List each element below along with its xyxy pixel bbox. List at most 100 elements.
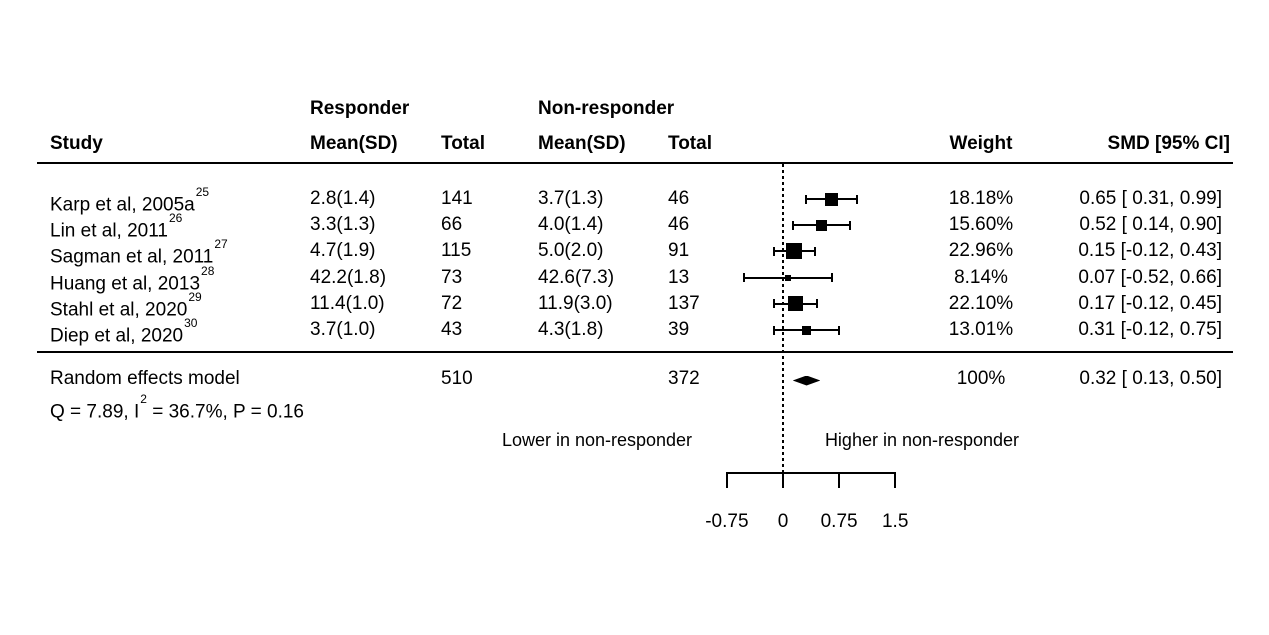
column-header-study: Study — [50, 133, 103, 154]
nonresponder-mean-sd: 42.6(7.3) — [538, 266, 615, 288]
responder-mean-sd: 3.3(1.3) — [310, 214, 376, 236]
x-axis-tick-label: -0.75 — [705, 511, 749, 532]
responder-total: 43 — [441, 319, 463, 340]
x-axis-line — [726, 472, 896, 474]
nonresponder-total: 137 — [668, 292, 700, 314]
nonresponder-total: 46 — [668, 188, 690, 209]
column-header-total-nonresponder: Total — [668, 133, 712, 154]
nonresponder-total: 39 — [668, 319, 690, 340]
study-weight: 8.14% — [954, 266, 1008, 288]
summary-smd-ci: 0.32 [ 0.13, 0.50] — [1079, 368, 1222, 389]
summary-nonresponder-total: 372 — [668, 368, 700, 389]
summary-label: Random effects model — [50, 368, 240, 389]
zero-reference-line — [782, 164, 784, 473]
point-estimate-square — [825, 192, 839, 206]
study-weight: 13.01% — [948, 319, 1014, 340]
responder-mean-sd: 11.4(1.0) — [310, 292, 385, 314]
responder-total: 66 — [441, 214, 463, 236]
responder-total: 72 — [441, 292, 463, 314]
heterogeneity-prefix: Q = 7.89, I — [50, 401, 140, 423]
study-reference-superscript: 25 — [195, 185, 210, 199]
study-name: Stahl et al, 202029 — [50, 289, 202, 321]
study-smd-ci: 0.15 [-0.12, 0.43] — [1078, 240, 1222, 262]
ci-cap-left — [773, 299, 776, 309]
study-reference-superscript: 26 — [168, 211, 183, 226]
responder-total: 115 — [441, 240, 472, 262]
ci-cap-left — [792, 220, 795, 230]
column-header-mean-sd-responder: Mean(SD) — [310, 133, 398, 154]
column-header-weight: Weight — [949, 133, 1013, 154]
x-axis-tick — [782, 472, 784, 488]
study-reference-superscript: 29 — [188, 289, 202, 304]
x-axis-tick — [725, 472, 728, 488]
study-name: Huang et al, 201328 — [50, 263, 215, 294]
summary-rule — [37, 351, 1233, 353]
study-weight: 22.96% — [948, 240, 1014, 262]
study-reference-superscript: 30 — [184, 316, 198, 330]
ci-cap-right — [856, 194, 859, 204]
ci-cap-left — [805, 194, 808, 204]
study-smd-ci: 0.31 [-0.12, 0.75] — [1078, 319, 1222, 340]
header-rule — [37, 162, 1233, 164]
study-smd-ci: 0.07 [-0.52, 0.66] — [1078, 266, 1222, 288]
study-weight: 18.18% — [948, 188, 1014, 209]
responder-mean-sd: 2.8(1.4) — [310, 188, 376, 209]
column-header-smd-ci: SMD [95% CI] — [1107, 133, 1230, 154]
study-name: Sagman et al, 201127 — [50, 237, 228, 268]
responder-total: 141 — [441, 188, 473, 209]
ci-cap-right — [849, 220, 852, 230]
ci-cap-right — [831, 273, 834, 283]
point-estimate-square — [801, 325, 811, 335]
nonresponder-mean-sd: 4.0(1.4) — [538, 214, 604, 236]
nonresponder-mean-sd: 11.9(3.0) — [538, 292, 613, 314]
x-axis-tick — [894, 472, 897, 488]
point-estimate-square — [785, 274, 792, 281]
study-name: Karp et al, 2005a25 — [50, 185, 210, 216]
nonresponder-total: 91 — [668, 240, 690, 262]
direction-label-lower: Lower in non-responder — [501, 430, 693, 450]
heterogeneity-superscript: 2 — [140, 392, 147, 406]
nonresponder-mean-sd: 5.0(2.0) — [538, 240, 604, 262]
study-reference-superscript: 28 — [201, 263, 215, 278]
study-smd-ci: 0.17 [-0.12, 0.45] — [1078, 292, 1222, 314]
summary-responder-total: 510 — [441, 368, 473, 389]
group-header-nonresponder: Non-responder — [538, 98, 675, 119]
responder-mean-sd: 42.2(1.8) — [310, 266, 387, 288]
study-weight: 22.10% — [948, 292, 1014, 314]
ci-cap-right — [814, 246, 817, 256]
study-smd-ci: 0.65 [ 0.31, 0.99] — [1079, 188, 1222, 209]
direction-label-higher: Higher in non-responder — [824, 430, 1020, 450]
heterogeneity-stats: Q = 7.89, I2 = 36.7%, P = 0.16 — [50, 392, 304, 423]
x-axis-tick-label: 1.5 — [881, 511, 909, 532]
x-axis-tick — [838, 472, 841, 488]
study-reference-superscript: 27 — [214, 237, 228, 252]
responder-total: 73 — [441, 266, 463, 288]
nonresponder-total: 46 — [668, 214, 690, 236]
heterogeneity-suffix: = 36.7%, P = 0.16 — [146, 401, 304, 423]
column-header-total-responder: Total — [441, 133, 485, 154]
group-header-responder: Responder — [310, 98, 410, 119]
summary-weight: 100% — [956, 368, 1006, 389]
ci-cap-left — [773, 325, 776, 335]
column-header-mean-sd-nonresponder: Mean(SD) — [538, 133, 626, 154]
point-estimate-square — [786, 243, 803, 260]
nonresponder-mean-sd: 3.7(1.3) — [538, 188, 604, 209]
nonresponder-mean-sd: 4.3(1.8) — [538, 319, 604, 340]
point-estimate-square — [816, 219, 828, 231]
responder-mean-sd: 4.7(1.9) — [310, 240, 376, 262]
summary-diamond — [792, 375, 821, 386]
ci-cap-right — [815, 299, 818, 309]
ci-cap-left — [773, 246, 776, 256]
ci-cap-right — [838, 325, 841, 335]
ci-cap-left — [743, 273, 746, 283]
study-name: Lin et al, 201126 — [50, 211, 183, 242]
study-name: Diep et al, 202030 — [50, 316, 198, 347]
x-axis-tick-label: 0 — [777, 511, 789, 532]
point-estimate-square — [788, 296, 804, 312]
study-smd-ci: 0.52 [ 0.14, 0.90] — [1079, 214, 1222, 236]
x-axis-tick-label: 0.75 — [820, 511, 858, 532]
responder-mean-sd: 3.7(1.0) — [310, 319, 376, 340]
nonresponder-total: 13 — [668, 266, 690, 288]
study-weight: 15.60% — [948, 214, 1014, 236]
